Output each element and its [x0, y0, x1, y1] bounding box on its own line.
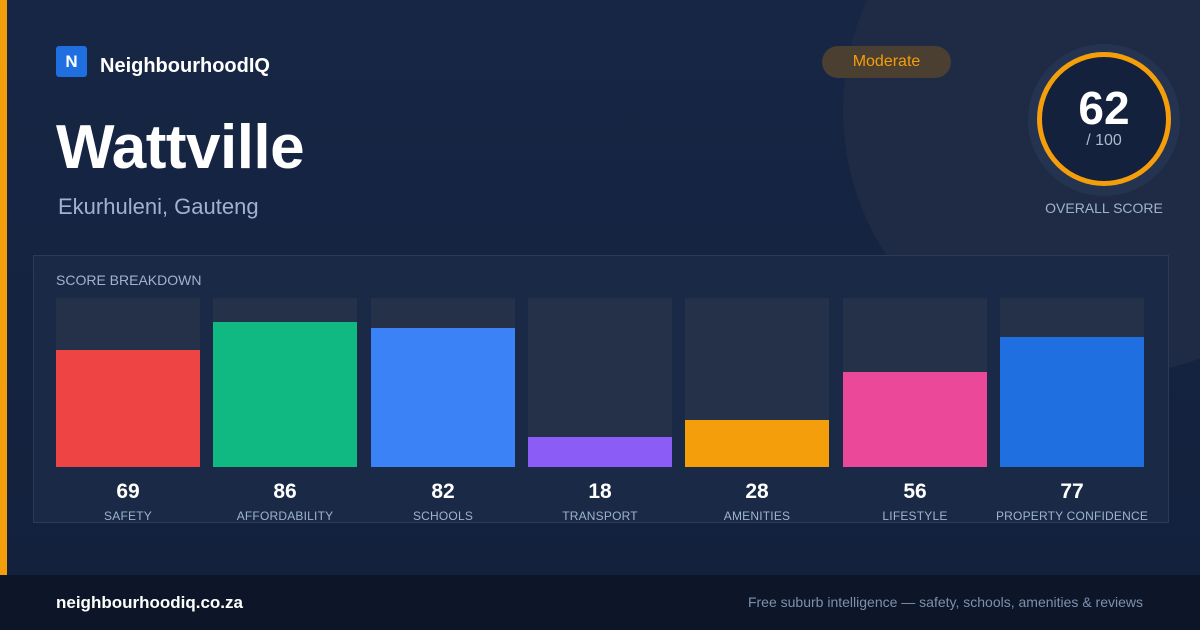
bar-value: 56	[903, 480, 927, 503]
bar-track	[213, 298, 357, 467]
score-breakdown-title: SCORE BREAKDOWN	[56, 272, 202, 288]
bar-track	[528, 298, 672, 467]
bar-label: LIFESTYLE	[882, 509, 948, 523]
accent-bar	[0, 0, 7, 575]
bar-track	[843, 298, 987, 467]
bar-fill	[371, 328, 515, 467]
bar-fill	[843, 372, 987, 467]
bar-fill	[685, 420, 829, 467]
bar-label: AMENITIES	[723, 509, 791, 523]
bar-label: AFFORDABILITY	[236, 509, 334, 523]
bar-fill	[213, 322, 357, 467]
bar-label: PROPERTY CONFIDENCE	[995, 509, 1149, 523]
overall-score-value: 62	[1078, 82, 1130, 134]
bar-fill	[56, 350, 200, 467]
bar-fill	[1000, 337, 1144, 467]
bar-fill	[528, 437, 672, 467]
bar-value: 77	[1060, 480, 1084, 503]
overall-score-max: / 100	[1086, 132, 1122, 149]
overall-score-caption: OVERALL SCORE	[1045, 200, 1163, 216]
footer	[0, 575, 1200, 630]
brand-name: NeighbourhoodIQ	[100, 55, 270, 77]
bar-label: SAFETY	[104, 509, 152, 523]
bar-value: 28	[745, 480, 769, 503]
bar-track	[371, 298, 515, 467]
bar-label: SCHOOLS	[412, 509, 474, 523]
bar-value: 86	[273, 480, 297, 503]
bar-value: 69	[116, 480, 140, 503]
bar-value: 82	[431, 480, 455, 503]
bar-value: 18	[588, 480, 612, 503]
score-ring	[1037, 52, 1171, 186]
suburb-location: Ekurhuleni, Gauteng	[58, 194, 259, 219]
footer-url: neighbourhoodiq.co.za	[56, 593, 243, 612]
bar-track	[56, 298, 200, 467]
bar-track	[685, 298, 829, 467]
logo-icon: N	[56, 46, 87, 77]
rating-badge: Moderate	[822, 46, 951, 78]
bar-track	[1000, 298, 1144, 467]
suburb-title: Wattville	[56, 113, 305, 182]
footer-tagline: Free suburb intelligence — safety, schoo…	[747, 594, 1143, 610]
bar-label: TRANSPORT	[562, 509, 638, 523]
